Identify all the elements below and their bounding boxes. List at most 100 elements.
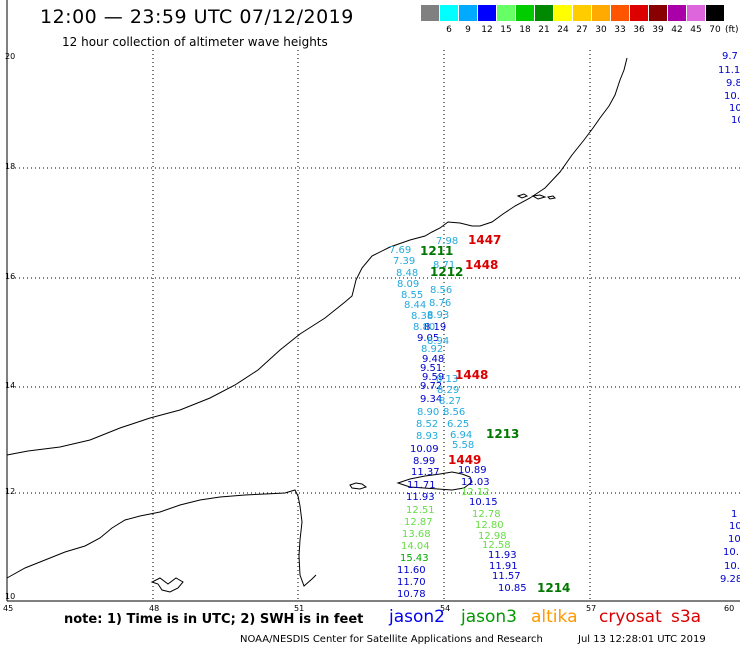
swh-observation: 11.37	[411, 467, 440, 478]
latitude-label: 10	[5, 592, 16, 601]
swh-observation: 8.52	[416, 419, 439, 430]
swh-observation: 11.93	[488, 550, 517, 561]
swh-observation: 6.94	[450, 430, 473, 441]
scale-swatch	[459, 5, 477, 21]
scale-swatch	[592, 5, 610, 21]
map-subtitle: 12 hour collection of altimeter wave hei…	[62, 35, 328, 49]
swh-observation: 9.48	[422, 354, 445, 365]
pass-time-label: 1214	[537, 581, 571, 595]
kuria-muria-island-2	[531, 194, 547, 200]
swh-observation: 7.98	[436, 236, 459, 247]
legend-jason3: jason3	[461, 607, 517, 627]
swh-observation: 12.58	[482, 540, 511, 551]
swh-observation: 11.70	[397, 577, 426, 588]
swh-observation: 8.29	[437, 385, 460, 396]
latitude-label: 16	[5, 272, 16, 281]
swh-observation: 8.76	[429, 298, 452, 309]
swh-observation: 8.94	[427, 336, 450, 347]
swh-observation: 12.78	[472, 509, 501, 520]
swh-observation: 8.13	[436, 374, 459, 385]
swh-observation: 10.	[723, 547, 739, 558]
scale-label: 12	[481, 25, 493, 35]
swh-observation: 6.25	[447, 419, 470, 430]
swh-observation: 8.90	[417, 407, 440, 418]
latitude-label: 12	[5, 487, 16, 496]
scale-label: 6	[446, 25, 452, 35]
scale-swatch	[668, 5, 686, 21]
scale-label: 70	[709, 25, 721, 35]
swh-observation: 10.85	[498, 583, 527, 594]
swh-observation: 12.12	[461, 487, 490, 498]
scale-swatch	[497, 5, 515, 21]
swh-observation: 9.7	[722, 51, 738, 62]
scale-swatch	[687, 5, 705, 21]
legend-altika: altika	[531, 607, 578, 627]
scale-label: 42	[671, 25, 683, 35]
swh-observation: 13.68	[402, 529, 431, 540]
longitude-label: 60	[724, 604, 735, 613]
latitude-label: 20	[5, 52, 16, 61]
kuria-muria-island-1	[516, 193, 529, 199]
somali-coast-inlet	[150, 577, 184, 593]
swh-observation: 10.	[731, 115, 740, 126]
scale-swatch	[478, 5, 496, 21]
swh-observation: 9.05	[417, 333, 440, 344]
pass-time-label: 1212	[430, 265, 464, 279]
swh-observation: 11.93	[406, 492, 435, 503]
horn-of-africa-coast	[6, 489, 317, 587]
legend-cryosat: cryosat	[599, 607, 662, 627]
swh-observation: 9.34	[420, 394, 443, 405]
swh-observation: 15.43	[400, 553, 429, 564]
scale-swatch	[706, 5, 724, 21]
scale-label: 45	[690, 25, 702, 35]
swh-observation: 10.	[728, 534, 740, 545]
scale-swatch	[611, 5, 629, 21]
legend-s3a: s3a	[671, 607, 702, 627]
pass-time-label: 1448	[455, 368, 489, 382]
swh-observation: 11.60	[397, 565, 426, 576]
generated-timestamp: Jul 13 12:28:01 UTC 2019	[578, 634, 706, 645]
coastline	[6, 57, 628, 593]
scale-swatch	[440, 5, 458, 21]
scale-label: 36	[633, 25, 645, 35]
legend-jason2: jason2	[389, 607, 445, 627]
swh-observation: 8.56	[443, 407, 466, 418]
scale-swatch	[516, 5, 534, 21]
pass-time-label: 1448	[465, 258, 499, 272]
swh-observation: 11.57	[492, 571, 521, 582]
latitude-label: 18	[5, 162, 16, 171]
socotra-island	[396, 471, 473, 491]
credit-line: NOAA/NESDIS Center for Satellite Applica…	[240, 634, 543, 645]
pass-time-label: 1211	[420, 244, 454, 258]
swh-observation: 9.51	[420, 363, 443, 374]
swh-observation: 11.03	[461, 477, 490, 488]
scale-label: 27	[576, 25, 588, 35]
swh-observation: 8.92	[421, 344, 444, 355]
pass-time-label: 1447	[468, 233, 502, 247]
graticule	[7, 50, 740, 601]
scale-label: 39	[652, 25, 664, 35]
swh-observation: 11.71	[407, 480, 436, 491]
swh-observation: 8.09	[397, 279, 420, 290]
swh-observation: 9.28	[720, 574, 740, 585]
scale-swatch	[630, 5, 648, 21]
scale-swatch	[554, 5, 572, 21]
swh-observation: 8.71	[433, 260, 456, 271]
scale-swatch	[535, 5, 553, 21]
scale-label: 24	[557, 25, 569, 35]
swh-observation: 5.58	[452, 440, 475, 451]
swh-observation: 10.78	[397, 589, 426, 600]
swh-observation: 8.99	[413, 456, 436, 467]
swh-observation: 10.6	[724, 561, 740, 572]
longitude-label: 57	[586, 604, 597, 613]
abd-al-kuri-island	[349, 482, 368, 490]
swh-observation: 8.19	[424, 322, 447, 333]
scale-label: 33	[614, 25, 626, 35]
swh-observation: 8.93	[427, 310, 450, 321]
longitude-label: 45	[3, 604, 14, 613]
swh-observation: 10	[729, 103, 740, 114]
pass-time-label: 1449	[448, 453, 482, 467]
swh-observation: 8.44	[404, 300, 427, 311]
swh-observation: 7.69	[389, 245, 412, 256]
